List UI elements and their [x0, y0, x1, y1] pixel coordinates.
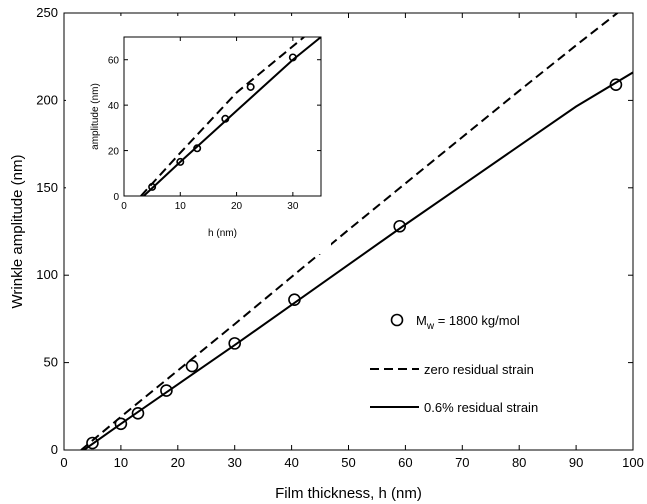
x-tick-label-6: 60 [398, 455, 412, 470]
y-tick-label-0: 0 [51, 442, 58, 457]
x-tick-label-0: 0 [60, 455, 67, 470]
inset-x-tick-label-1: 10 [175, 201, 187, 212]
main-data-point-8 [609, 78, 623, 91]
inset-data-point-4 [246, 82, 255, 91]
inset-y-tick-label-2: 40 [108, 101, 120, 112]
inset-plot-frame [123, 36, 322, 197]
legend-label-zero-strain: zero residual strain [424, 362, 534, 377]
inset-data-point-1 [176, 157, 185, 166]
inset-y-axis-label: amplitude (nm) [90, 83, 101, 150]
x-tick-label-4: 40 [284, 455, 298, 470]
inset-x-tick-label-0: 0 [121, 201, 127, 212]
x-tick-label-2: 20 [171, 455, 185, 470]
inset-series-line-dashed [140, 37, 305, 196]
x-tick-label-7: 70 [455, 455, 469, 470]
y-tick-label-3: 150 [36, 180, 58, 195]
inset-series-line-solid [143, 37, 321, 196]
inset-x-tick-label-2: 20 [231, 201, 243, 212]
y-tick-label-5: 250 [36, 5, 58, 20]
y-axis-label: Wrinkle amplitude (nm) [9, 155, 26, 309]
legend-label-residual-strain: 0.6% residual strain [424, 400, 538, 415]
inset-y-tick-label-3: 60 [108, 56, 120, 67]
inset-x-axis-label: h (nm) [208, 228, 237, 239]
x-tick-label-10: 100 [622, 455, 644, 470]
main-data-point-0 [86, 436, 99, 450]
inset-x-tick-label-3: 30 [287, 201, 299, 212]
inset-background [66, 16, 331, 254]
x-tick-label-1: 10 [114, 455, 128, 470]
main-series-line-solid [83, 71, 633, 450]
main-data-point-3 [160, 384, 173, 397]
inset-y-tick-label-1: 20 [108, 147, 120, 158]
main-data-point-4 [185, 359, 199, 373]
x-tick-label-3: 30 [227, 455, 241, 470]
x-tick-label-5: 50 [341, 455, 355, 470]
main-series-line-dashed [80, 13, 620, 450]
main-data-point-1 [114, 417, 128, 431]
x-axis-label: Film thickness, h (nm) [275, 485, 422, 502]
y-tick-label-1: 50 [44, 355, 58, 370]
inset-y-tick-label-0: 0 [113, 192, 119, 203]
x-tick-label-8: 80 [512, 455, 526, 470]
y-tick-label-2: 100 [36, 267, 58, 282]
main-data-point-7 [393, 219, 407, 233]
legend-label-mw: Mw = 1800 kg/mol [416, 313, 520, 332]
main-data-point-5 [228, 337, 241, 350]
y-tick-label-4: 200 [36, 92, 58, 107]
legend-marker-circle [390, 313, 404, 327]
x-tick-label-9: 90 [569, 455, 583, 470]
main-data-point-2 [131, 406, 145, 420]
